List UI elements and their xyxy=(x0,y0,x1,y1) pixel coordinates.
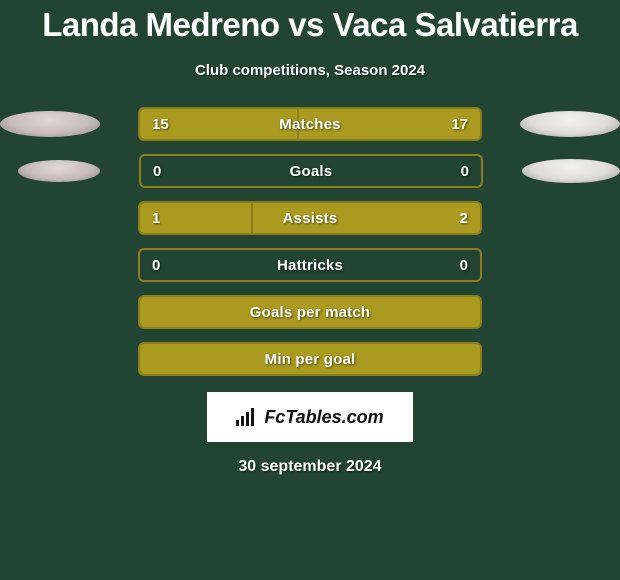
stat-label: Hattricks xyxy=(140,250,480,280)
stat-label: Goals per match xyxy=(140,297,480,327)
stat-bar: Min per goal xyxy=(138,342,482,376)
stat-row: Min per goal xyxy=(0,342,620,376)
stat-label: Assists xyxy=(140,203,480,233)
stat-label: Matches xyxy=(140,109,480,139)
stat-bar: 12Assists xyxy=(138,201,482,235)
stat-bar: 1517Matches xyxy=(138,107,482,141)
stat-row: 00Goals xyxy=(0,154,620,188)
stat-row: 12Assists xyxy=(0,201,620,235)
bars-icon xyxy=(236,408,258,426)
page-title: Landa Medreno vs Vaca Salvatierra xyxy=(0,6,620,44)
date-label: 30 september 2024 xyxy=(0,458,620,476)
player-ellipse-right xyxy=(522,159,620,183)
logo-text: FcTables.com xyxy=(264,407,383,428)
stat-bar: 00Hattricks xyxy=(138,248,482,282)
stat-bar: 00Goals xyxy=(139,154,483,188)
stat-row: 1517Matches xyxy=(0,107,620,141)
stat-bar: Goals per match xyxy=(138,295,482,329)
player-ellipse-right xyxy=(520,111,620,137)
source-logo: FcTables.com xyxy=(207,392,413,442)
stat-row: 00Hattricks xyxy=(0,248,620,282)
stat-label: Min per goal xyxy=(140,344,480,374)
player-ellipse-left xyxy=(18,160,100,182)
stat-row: Goals per match xyxy=(0,295,620,329)
stat-label: Goals xyxy=(141,156,481,186)
subtitle: Club competitions, Season 2024 xyxy=(0,62,620,79)
stats-comparison-card: Landa Medreno vs Vaca Salvatierra Club c… xyxy=(0,0,620,476)
stat-rows: 1517Matches 00Goals 12Assists 00Hattricks Go… xyxy=(0,107,620,376)
player-ellipse-left xyxy=(0,111,100,137)
